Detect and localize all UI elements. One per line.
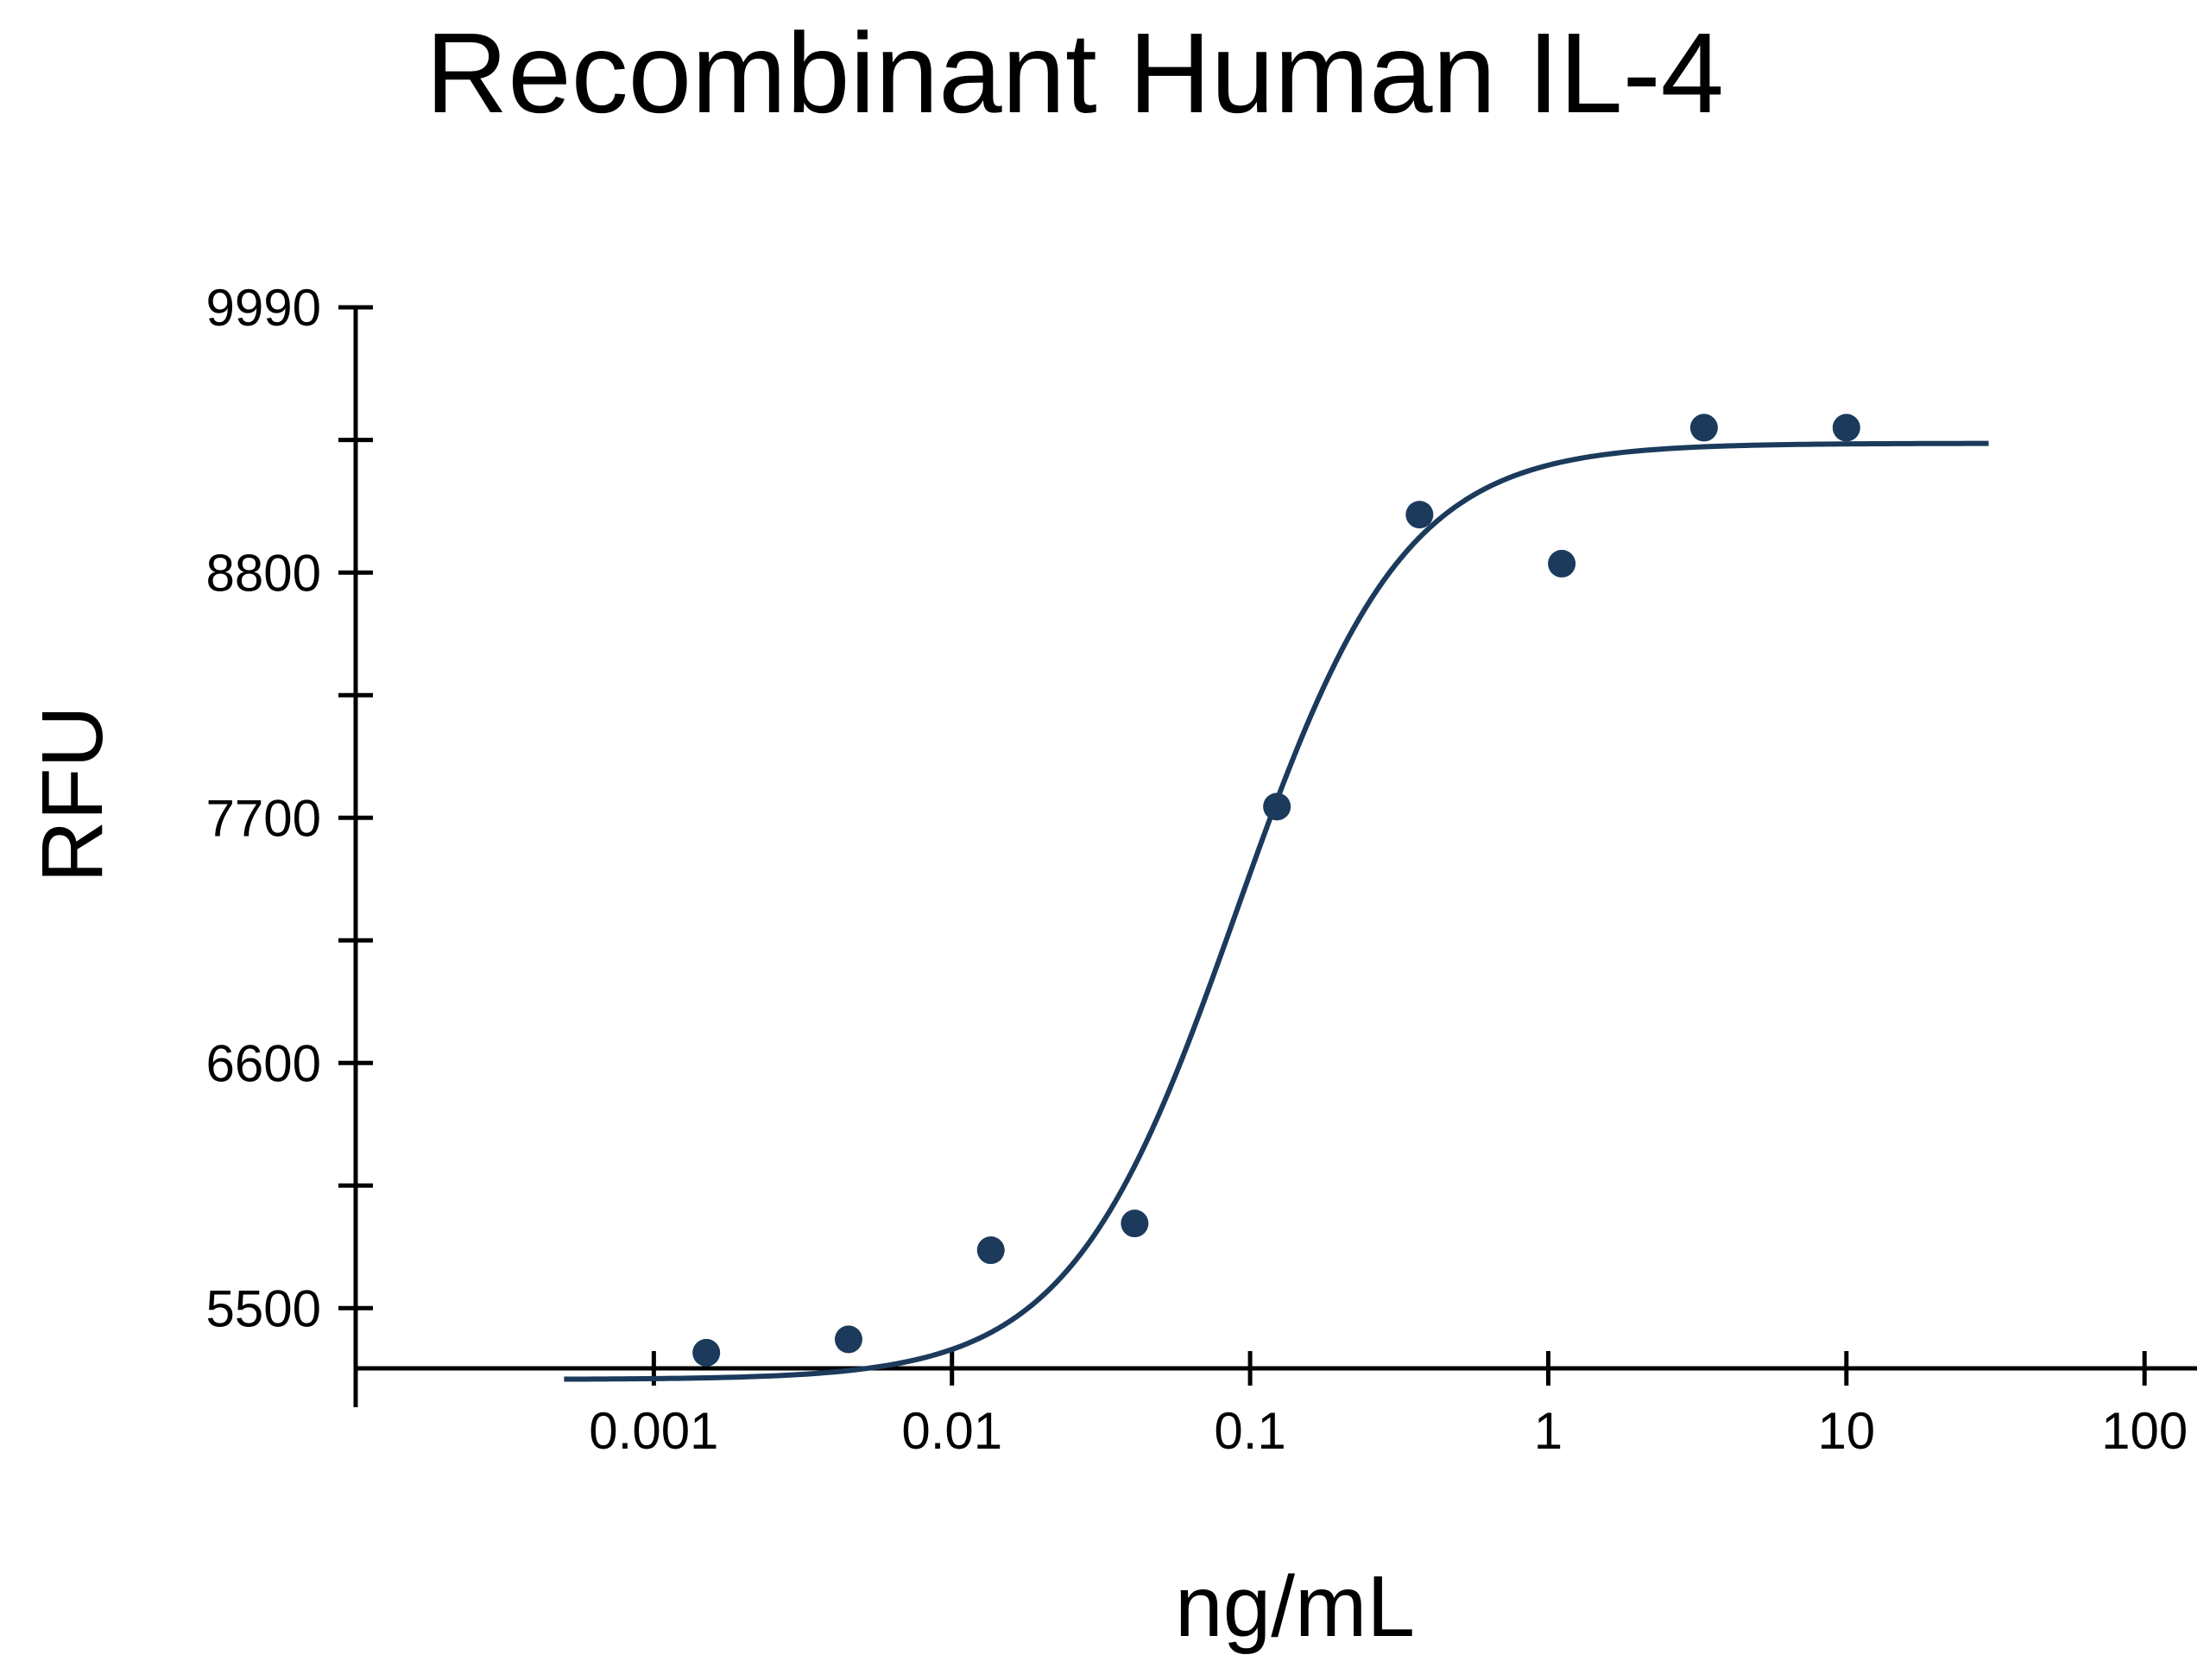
data-point (1263, 793, 1291, 821)
x-axis-label: ng/mL (1175, 1558, 1415, 1655)
x-tick-label: 10 (1817, 1402, 1875, 1460)
x-axis-ticks: 0.001 0.01 0.1 1 10 100 (589, 1351, 2188, 1460)
y-tick-label: 5500 (206, 1279, 321, 1337)
x-tick-label: 0.001 (589, 1402, 718, 1460)
y-tick-label: 9990 (206, 279, 321, 337)
data-point (1689, 414, 1718, 442)
x-tick-label: 1 (1534, 1402, 1563, 1460)
data-point (1405, 501, 1434, 529)
y-tick-label: 8800 (206, 544, 321, 602)
x-tick-label: 0.1 (1214, 1402, 1285, 1460)
x-tick-label: 0.01 (901, 1402, 1002, 1460)
y-tick-label: 7700 (206, 789, 321, 847)
y-axis-label: RFU (24, 705, 121, 883)
data-point (834, 1325, 862, 1354)
data-point (976, 1236, 1005, 1265)
x-tick-label: 100 (2101, 1402, 2188, 1460)
y-axis-ticks: 5500 6600 7700 8800 9990 (206, 279, 373, 1337)
data-point (692, 1338, 721, 1367)
chart-title: Recombinant Human IL-4 (426, 9, 1724, 136)
data-points (692, 414, 1860, 1367)
data-point (1121, 1209, 1149, 1238)
data-point (1548, 549, 1576, 578)
fit-curve (564, 440, 1989, 1382)
y-tick-label: 6600 (206, 1034, 321, 1092)
data-point (1832, 414, 1860, 442)
